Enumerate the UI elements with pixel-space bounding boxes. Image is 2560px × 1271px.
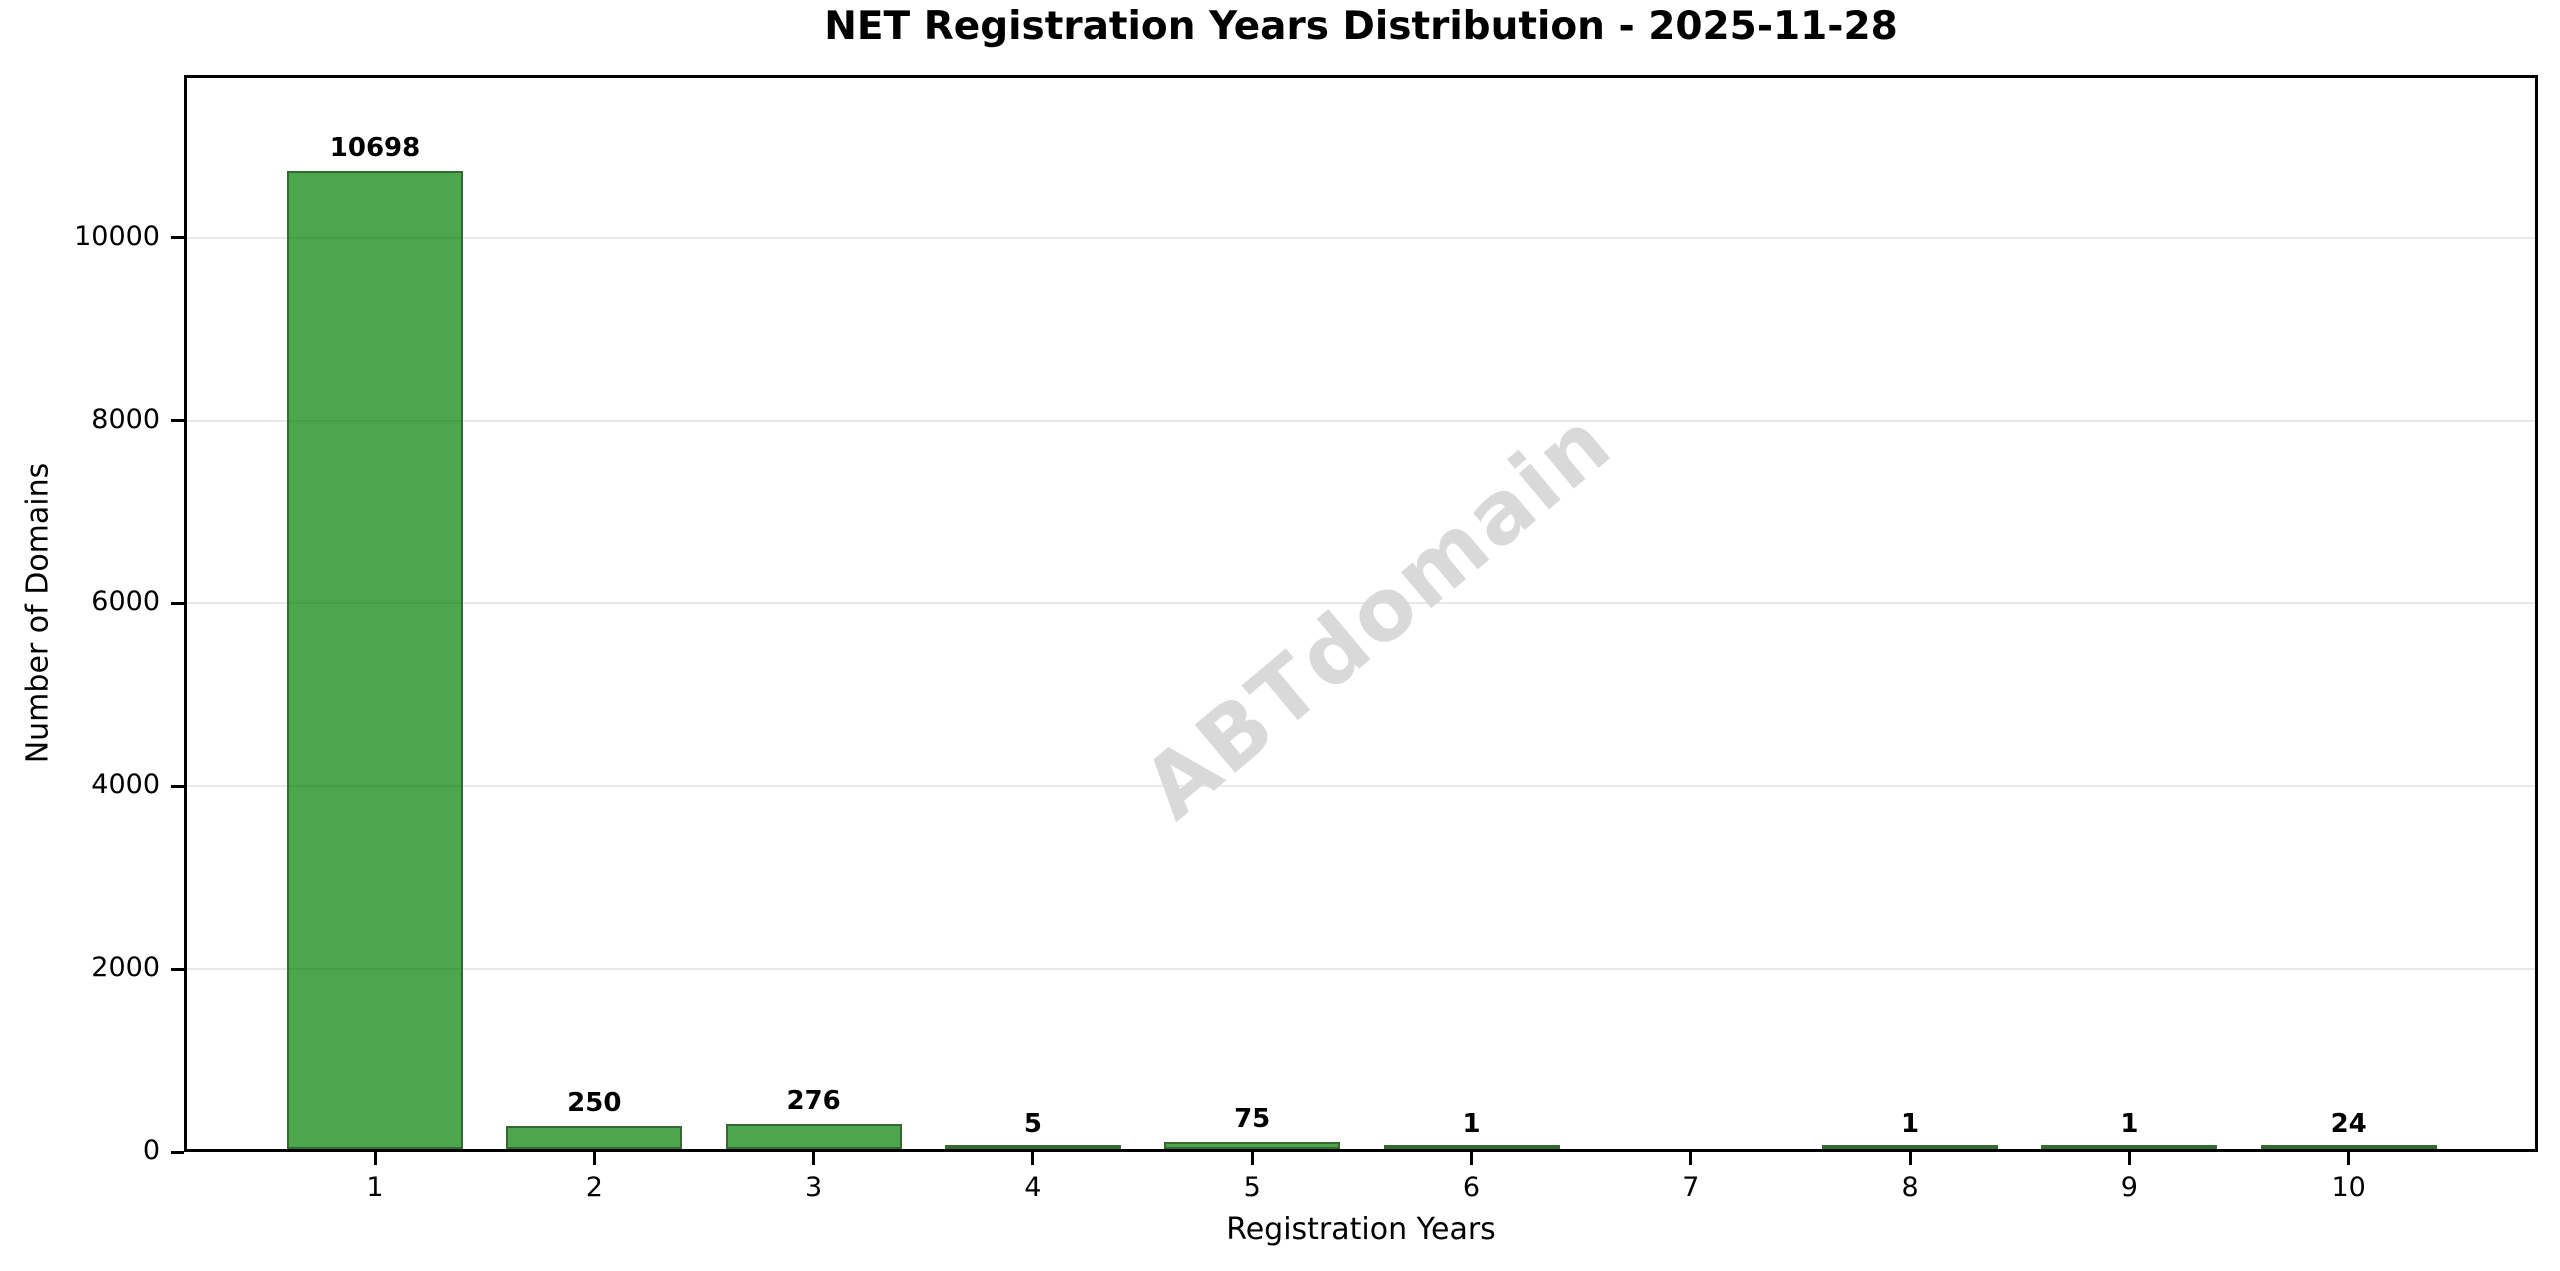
bar-value-label: 24 <box>2330 1108 2367 1139</box>
y-tick <box>171 601 184 605</box>
x-tick-label: 4 <box>1024 1172 1042 1203</box>
x-tick-label: 5 <box>1243 1172 1261 1203</box>
x-tick-label: 6 <box>1462 1172 1481 1203</box>
bar-value-label: 10698 <box>329 132 421 163</box>
x-tick-label: 1 <box>366 1172 384 1203</box>
y-tick <box>171 784 184 788</box>
bar-value-label: 1 <box>1462 1108 1481 1139</box>
y-tick-label: 10000 <box>74 220 160 252</box>
y-tick-label: 4000 <box>91 769 160 801</box>
bar <box>1164 1142 1341 1149</box>
x-tick <box>1250 1152 1254 1165</box>
y-tick-label: 8000 <box>91 403 160 435</box>
bar-value-label: 1 <box>2120 1108 2139 1139</box>
x-tick <box>1689 1152 1693 1165</box>
y-tick-label: 6000 <box>91 586 160 618</box>
bar-value-label: 75 <box>1234 1104 1271 1135</box>
x-tick <box>2347 1152 2351 1165</box>
bar-value-label: 276 <box>786 1085 841 1116</box>
bar <box>287 170 463 1149</box>
x-tick <box>1908 1152 1912 1165</box>
x-tick <box>373 1152 377 1165</box>
x-tick-label: 2 <box>585 1172 603 1203</box>
gridline <box>187 419 2535 422</box>
bar <box>1383 1145 1560 1149</box>
bar <box>506 1126 683 1149</box>
gridline <box>187 602 2535 605</box>
x-tick <box>812 1152 816 1165</box>
bar-value-label: 250 <box>567 1088 622 1119</box>
y-tick-label: 2000 <box>91 952 160 984</box>
x-axis-label: Registration Years <box>1226 1212 1496 1247</box>
y-tick <box>171 1150 184 1154</box>
gridline <box>187 968 2535 971</box>
bar <box>1822 1145 1999 1149</box>
plot-area: ABTdomain 10698 250 276 5 75 1 1 1 24 <box>184 75 2538 1152</box>
chart-title: NET Registration Years Distribution - 20… <box>824 4 1898 49</box>
bar <box>2260 1145 2437 1149</box>
bar <box>944 1145 1121 1149</box>
x-tick <box>592 1152 596 1165</box>
x-tick-label: 10 <box>2331 1172 2366 1203</box>
x-tick <box>1031 1152 1035 1165</box>
y-tick-label: 0 <box>142 1135 160 1166</box>
x-tick <box>1470 1152 1473 1165</box>
gridline <box>187 785 2535 788</box>
y-tick <box>171 419 184 423</box>
bar <box>725 1123 902 1149</box>
bar-value-label: 1 <box>1901 1108 1920 1139</box>
bar <box>2041 1145 2218 1149</box>
watermark-text: ABTdomain <box>1124 391 1632 839</box>
gridline <box>187 236 2535 239</box>
bar-value-label: 5 <box>1023 1108 1042 1139</box>
y-tick <box>171 236 184 240</box>
y-tick <box>171 967 184 971</box>
x-tick <box>2127 1152 2131 1165</box>
x-tick-label: 7 <box>1682 1172 1700 1203</box>
x-tick-label: 3 <box>805 1172 823 1203</box>
x-tick-label: 9 <box>2120 1172 2138 1203</box>
x-tick-label: 8 <box>1901 1172 1919 1203</box>
